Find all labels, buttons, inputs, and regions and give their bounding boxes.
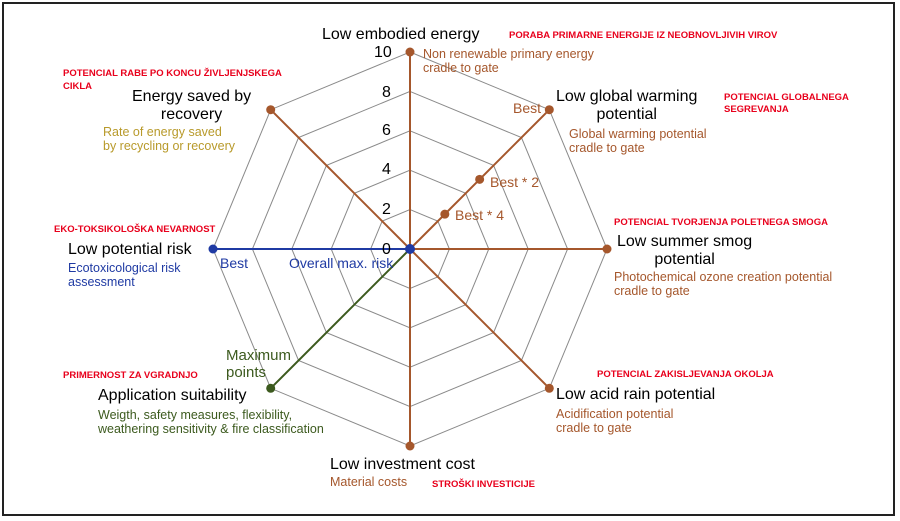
endpoint-summer-smog xyxy=(602,244,612,254)
spoke-application-suitability xyxy=(269,248,411,390)
endpoint-investment-cost xyxy=(405,441,415,451)
endpoint-energy-recovery xyxy=(266,105,276,115)
endpoint-embodied-energy xyxy=(405,47,415,57)
gwp-marker-1 xyxy=(475,174,485,184)
axis-title-acid-rain: Low acid rain potential xyxy=(556,386,716,403)
axis-title-investment-cost: Low investment cost xyxy=(330,456,475,473)
spoke-energy-recovery xyxy=(269,108,411,250)
axis-desc-global-warming: Global warming potential cradle to gate xyxy=(569,127,707,156)
radar-markers xyxy=(208,47,612,451)
tick-label-6: 6 xyxy=(382,122,391,139)
gwp-best-x4-label: Best * 4 xyxy=(455,207,505,223)
overall-max-risk-label: Overall max. risk xyxy=(289,255,394,271)
slovenian-label-global-warming: POTENCIAL GLOBALNEGA SEGREVANJA xyxy=(724,92,849,116)
axis-desc-potential-risk: Ecotoxicological risk assessment xyxy=(68,261,181,290)
axis-title-summer-smog: Low summer smog potential xyxy=(617,233,753,269)
axis-title-global-warming: Low global warming potential xyxy=(556,88,698,124)
gwp-best-x2-label: Best * 2 xyxy=(490,174,540,190)
gwp-marker-2 xyxy=(440,209,450,219)
risk-best-label: Best xyxy=(220,255,249,271)
axis-desc-application-suitability: Weigth, safety measures, flexibility, we… xyxy=(98,408,324,437)
endpoint-acid-rain xyxy=(544,383,554,393)
axis-desc-energy-recovery: Rate of energy saved by recycling or rec… xyxy=(103,125,235,154)
slovenian-label-energy-recovery: POTENCIAL RABE PO KONCU ŽIVLJENJSKEGA CI… xyxy=(63,68,282,92)
axis-title-energy-recovery: Energy saved by recovery xyxy=(132,88,252,124)
tick-label-10: 10 xyxy=(374,44,392,61)
tick-label-8: 8 xyxy=(382,84,391,101)
spoke-acid-rain xyxy=(409,248,551,390)
tick-label-2: 2 xyxy=(382,201,391,218)
axis-desc-acid-rain: Acidification potential cradle to gate xyxy=(556,407,674,436)
tick-label-4: 4 xyxy=(382,161,391,178)
endpoint-global-warming xyxy=(544,105,554,115)
slovenian-label-summer-smog: POTENCIAL TVORJENJA POLETNEGA SMOGA xyxy=(614,217,828,228)
axis-desc-summer-smog: Photochemical ozone creation potential c… xyxy=(614,270,833,299)
center-point xyxy=(405,244,415,254)
slovenian-label-application-suitability: PRIMERNOST ZA VGRADNJO xyxy=(63,370,198,381)
slovenian-label-embodied-energy: PORABA PRIMARNE ENERGIJE IZ NEOBNOVLJIVI… xyxy=(509,30,778,41)
maximum-points-label: Maximum points xyxy=(226,347,292,382)
tick-label-0: 0 xyxy=(382,241,391,258)
figure-frame xyxy=(2,2,895,516)
endpoint-application-suitability xyxy=(266,383,276,393)
axis-desc-investment-cost: Material costs xyxy=(330,475,408,489)
axis-desc-embodied-energy: Non renewable primary energy cradle to g… xyxy=(423,47,594,76)
slovenian-label-potential-risk: EKO-TOKSIKOLOŠKA NEVARNOST xyxy=(54,224,216,235)
slovenian-label-acid-rain: POTENCIAL ZAKISLJEVANJA OKOLJA xyxy=(597,369,774,380)
gwp-best-label: Best xyxy=(513,100,542,116)
radar-spokes xyxy=(213,52,607,446)
axis-title-application-suitability: Application suitability xyxy=(98,387,247,404)
endpoint-potential-risk xyxy=(208,244,218,254)
slovenian-label-investment-cost: STROŠKI INVESTICIJE xyxy=(432,479,535,490)
axis-title-potential-risk: Low potential risk xyxy=(68,241,192,258)
axis-title-embodied-energy: Low embodied energy xyxy=(322,26,480,43)
